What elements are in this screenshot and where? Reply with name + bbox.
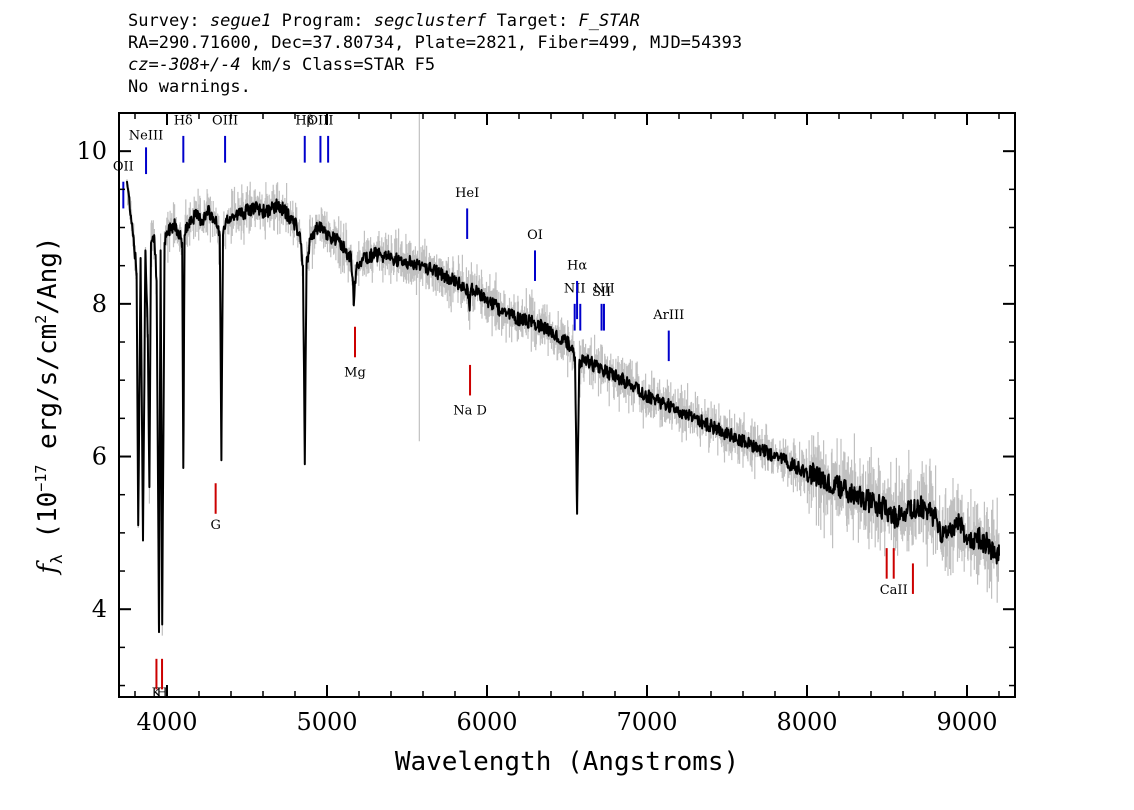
y-title-exponent: −17	[32, 465, 50, 492]
y-tick-label: 10	[76, 137, 107, 165]
emission-line-label: ArIII	[652, 308, 684, 323]
x-tick-label: 7000	[616, 708, 677, 736]
cz-rest: km/s Class=STAR F5	[240, 55, 436, 75]
emission-line-label: NeIII	[129, 129, 163, 144]
program-value: segclusterf	[373, 11, 487, 31]
target-label: Target:	[496, 11, 569, 31]
noise-layer	[126, 113, 1000, 636]
absorption-line-label: K	[152, 686, 162, 701]
emission-line-label: OII	[113, 159, 134, 174]
header-line-3: cz=-308+/-4 km/s Class=STAR F5	[128, 54, 742, 76]
x-tick-label: 9000	[936, 708, 997, 736]
header-line-2: RA=290.71600, Dec=37.80734, Plate=2821, …	[128, 33, 743, 53]
x-tick-label: 6000	[456, 708, 517, 736]
x-tick-label: 5000	[296, 708, 357, 736]
absorption-line-label: CaII	[880, 583, 908, 598]
header-line-4: No warnings.	[128, 77, 251, 97]
y-title-subscript: λ	[47, 554, 66, 564]
cz-value: -308+/-4	[158, 55, 241, 75]
spectrum-header: Survey: segue1 Program: segclusterf Targ…	[128, 10, 742, 98]
cz-label: cz=	[128, 55, 159, 75]
emission-line-label: OIII	[307, 113, 333, 128]
axis-ticks: 4000 5000 6000 7000 8000 9000 4 6 8 10	[76, 113, 1015, 736]
y-title-pre: (10	[33, 492, 63, 555]
x-tick-label: 8000	[776, 708, 837, 736]
y-title-post: /Ang)	[33, 236, 63, 314]
absorption-line-label: Na D	[453, 404, 487, 419]
header-line-1: Survey: segue1 Program: segclusterf Targ…	[128, 10, 742, 32]
emission-line-label: Hδ	[174, 113, 193, 128]
y-axis-title: fλ (10−17 erg/s/cm2/Ang)	[32, 236, 66, 575]
y-tick-label: 8	[92, 290, 107, 318]
spectrum-layer	[126, 180, 1000, 634]
emission-line-label: SII	[592, 285, 611, 300]
survey-value: segue1	[209, 11, 272, 31]
emission-line-label: Hα	[567, 258, 587, 273]
emission-line-label: HeI	[455, 186, 479, 201]
survey-label: Survey:	[128, 11, 200, 31]
absorption-line-label: Mg	[344, 365, 366, 380]
x-axis-title: Wavelength (Angstroms)	[395, 747, 739, 777]
emission-line-label: Hβ	[295, 113, 314, 128]
target-value: F_STAR	[578, 11, 640, 31]
emission-line-label: NII	[564, 281, 586, 296]
y-tick-label: 6	[92, 443, 107, 471]
absorption-line-label: H	[156, 686, 167, 701]
y-title-exponent-2: 2	[32, 315, 50, 324]
absorption-line-label: G	[210, 518, 220, 533]
spectrum-line	[126, 180, 1000, 634]
program-label: Program:	[281, 11, 364, 31]
emission-line-label: NII	[593, 281, 615, 296]
y-tick-label: 4	[92, 595, 107, 623]
x-tick-label: 4000	[136, 708, 197, 736]
emission-line-label: OIII	[212, 113, 238, 128]
noise-band	[126, 179, 1000, 636]
emission-line-label: OI	[527, 228, 543, 243]
y-title-mid: erg/s/cm	[33, 324, 63, 465]
plot-frame	[118, 112, 1016, 698]
